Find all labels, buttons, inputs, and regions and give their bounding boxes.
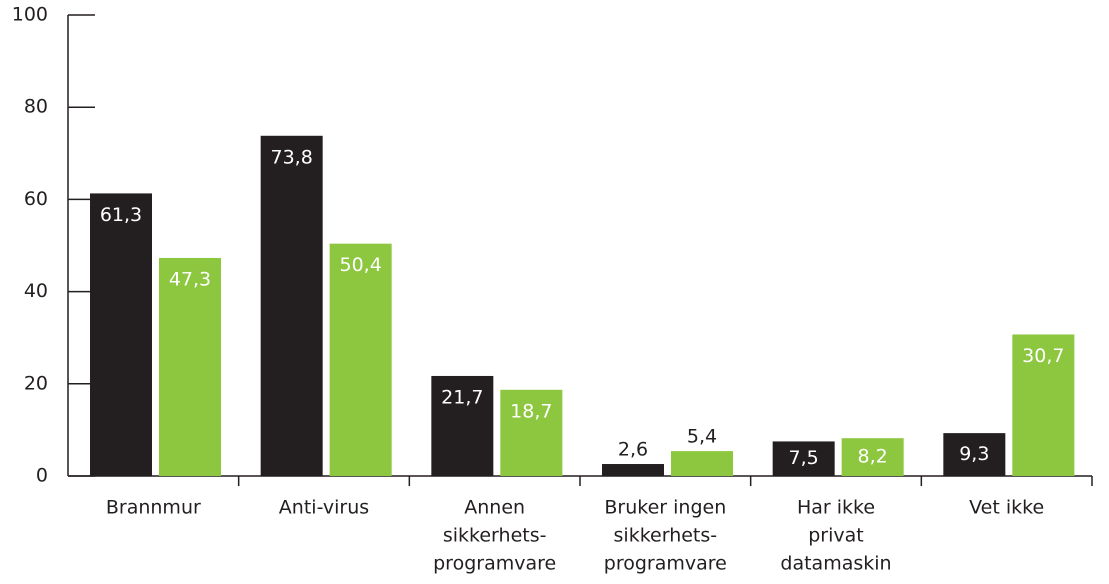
x-tick-label: Brannmur xyxy=(106,497,201,519)
value-label: 61,3 xyxy=(100,204,142,226)
x-tick-label: Bruker ingen xyxy=(604,497,726,519)
bar xyxy=(159,257,221,476)
bar xyxy=(772,441,835,476)
bar xyxy=(431,375,494,476)
x-tick-label: Annen xyxy=(464,497,525,519)
y-tick-label: 0 xyxy=(36,465,48,487)
bar xyxy=(943,433,1006,476)
y-tick-label: 20 xyxy=(24,372,48,394)
bar xyxy=(329,243,392,476)
x-tick-label: programvare xyxy=(604,553,727,575)
x-tick-label: programvare xyxy=(433,553,556,575)
value-label: 30,7 xyxy=(1022,345,1064,367)
bar xyxy=(260,135,323,477)
bar xyxy=(90,193,152,477)
x-tick-label: Anti-virus xyxy=(279,497,369,519)
value-label: 2,6 xyxy=(618,439,648,461)
x-tick-label: datamaskin xyxy=(780,553,891,575)
value-label: 18,7 xyxy=(510,400,552,422)
x-tick-label: Vet ikke xyxy=(969,497,1044,519)
value-label: 50,4 xyxy=(340,254,382,276)
x-tick-label: Har ikke xyxy=(797,497,875,519)
x-tick-label: sikkerhets- xyxy=(614,525,718,547)
value-label: 21,7 xyxy=(441,386,483,408)
y-tick-label: 100 xyxy=(12,4,48,26)
y-tick-label: 60 xyxy=(24,188,48,210)
value-label: 9,3 xyxy=(959,443,989,465)
bar xyxy=(602,464,664,476)
bar xyxy=(841,438,904,476)
bar xyxy=(671,451,733,476)
bar xyxy=(1012,334,1075,476)
x-tick-label: privat xyxy=(808,525,864,547)
bar xyxy=(500,389,563,476)
x-tick-label: sikkerhets- xyxy=(443,525,547,547)
value-label: 8,2 xyxy=(858,446,888,468)
value-label: 73,8 xyxy=(271,146,313,168)
y-tick-label: 80 xyxy=(24,96,48,118)
value-label: 7,5 xyxy=(789,447,819,469)
y-tick-label: 40 xyxy=(24,280,48,302)
value-label: 47,3 xyxy=(169,268,211,290)
value-label: 5,4 xyxy=(687,426,717,448)
